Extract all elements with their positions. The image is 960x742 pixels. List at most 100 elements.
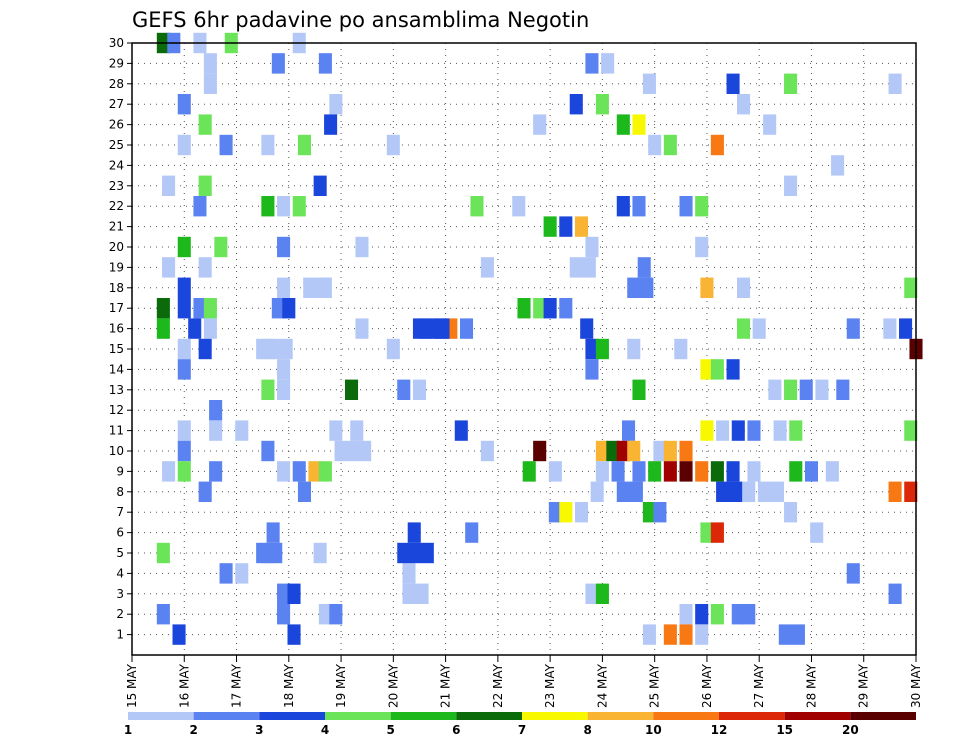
heatmap-cell <box>344 379 359 400</box>
heatmap-cell <box>616 196 630 217</box>
heatmap-cell <box>784 175 798 196</box>
heatmap-cell <box>308 461 322 482</box>
heatmap-cell <box>517 298 531 319</box>
heatmap-cell <box>198 257 212 278</box>
x-tick-label: 22 MAY <box>491 663 505 708</box>
colorbar-label: 12 <box>711 723 728 737</box>
heatmap-cell <box>177 420 191 441</box>
y-tick-label: 28 <box>109 77 124 91</box>
heatmap-cell <box>742 604 756 625</box>
y-axis-ticks: 1234567891011121314151617181920212223242… <box>109 36 132 642</box>
y-tick-label: 26 <box>109 118 124 132</box>
heatmap-cell <box>277 461 291 482</box>
heatmap-cell <box>303 277 330 298</box>
y-tick-label: 22 <box>109 199 124 213</box>
heatmap-cell <box>454 420 468 441</box>
heatmap-cell <box>329 420 343 441</box>
x-tick-label: 27 MAY <box>752 663 766 708</box>
heatmap-cell <box>888 481 902 502</box>
heatmap-cell <box>522 461 536 482</box>
heatmap-cell <box>282 298 296 319</box>
heatmap-cell <box>804 461 818 482</box>
heatmap-cell <box>177 338 191 360</box>
heatmap-cell <box>261 134 275 156</box>
y-tick-label: 16 <box>109 322 124 336</box>
x-tick-label: 23 MAY <box>543 663 557 708</box>
heatmap-cell <box>742 481 756 502</box>
heatmap-cell <box>162 461 176 482</box>
heatmap-cell <box>156 542 170 564</box>
heatmap-cell <box>595 461 609 482</box>
heatmap-cell <box>763 114 777 135</box>
heatmap-cell <box>789 420 803 441</box>
heatmap-cell <box>177 94 191 115</box>
y-tick-label: 2 <box>116 607 124 621</box>
colorbar-label: 20 <box>842 723 859 737</box>
heatmap-cell <box>710 522 724 543</box>
heatmap-cell <box>663 134 677 156</box>
heatmap-cell <box>533 440 547 462</box>
colorbar-segment <box>325 712 391 720</box>
heatmap-cell <box>627 338 641 360</box>
heatmap-cell <box>177 134 191 156</box>
heatmap-cell <box>297 134 312 156</box>
heatmap-cell <box>214 236 228 258</box>
heatmap-cell <box>637 257 651 278</box>
heatmap-cell <box>334 440 372 462</box>
heatmap-cell <box>904 481 918 502</box>
heatmap-cell <box>888 73 902 94</box>
x-tick-label: 15 MAY <box>125 663 139 708</box>
heatmap-cell <box>209 461 223 482</box>
heatmap-cell <box>606 440 620 462</box>
heatmap-cell <box>386 338 400 360</box>
heatmap-cell <box>533 298 547 319</box>
heatmap-cell <box>778 624 805 645</box>
heatmap-cell <box>773 420 787 441</box>
heatmap-cell <box>648 461 662 482</box>
colorbar-segment <box>456 712 522 720</box>
heatmap-cell <box>679 461 693 482</box>
heatmap-cell <box>752 318 766 339</box>
heatmap-cell <box>653 502 667 523</box>
heatmap-cell <box>846 318 860 339</box>
heatmap-cell <box>193 196 207 217</box>
colorbar-label: 4 <box>321 723 329 737</box>
heatmap-cell <box>642 73 656 94</box>
heatmap-cell <box>585 583 599 604</box>
heatmap-cell <box>580 318 594 339</box>
heatmap-cell <box>726 359 740 380</box>
heatmap-cell <box>710 134 724 156</box>
heatmap-cell <box>904 420 918 441</box>
heatmap-cell <box>663 624 677 645</box>
heatmap-cell <box>177 277 191 298</box>
heatmap-cell <box>627 277 654 298</box>
heatmap-cell <box>595 94 609 115</box>
heatmap-cell <box>632 461 646 482</box>
heatmap-cell <box>632 196 646 217</box>
heatmap-cell <box>574 502 589 523</box>
heatmap-cell <box>716 481 743 502</box>
heatmap-cell <box>679 196 693 217</box>
heatmap-cell <box>695 604 709 625</box>
x-tick-label: 24 MAY <box>595 663 609 708</box>
heatmap-cell <box>261 196 275 217</box>
x-axis-ticks: 15 MAY 16 MAY 17 MAY 18 MAY 19 MAY 20 MAY 21 M… <box>125 655 923 708</box>
heatmap-cell <box>736 277 751 298</box>
heatmap-cell <box>585 236 599 258</box>
heatmap-cell <box>726 73 740 94</box>
heatmap-cell <box>198 481 212 502</box>
x-tick-label: 25 MAY <box>648 663 662 708</box>
colorbar-segment <box>522 712 588 720</box>
x-tick-label: 20 MAY <box>386 663 400 708</box>
heatmap-cell <box>261 379 275 400</box>
heatmap-cell <box>177 359 191 380</box>
heatmap-cell <box>512 196 526 217</box>
heatmap-cell <box>277 379 291 400</box>
heatmap-cell <box>402 563 416 584</box>
heatmap-cell <box>710 604 724 625</box>
heatmap-cell <box>198 338 212 360</box>
y-tick-label: 14 <box>109 362 124 376</box>
colorbar-segment <box>193 712 260 720</box>
heatmap-cell <box>271 53 285 74</box>
